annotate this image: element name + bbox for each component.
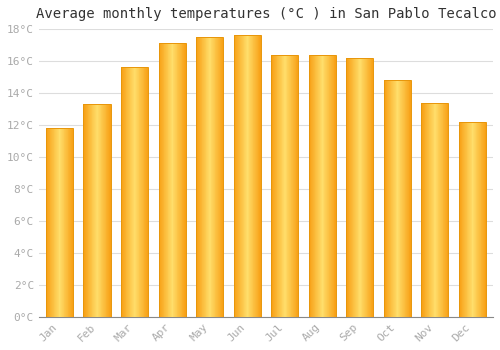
Bar bbox=[46, 128, 73, 317]
Bar bbox=[384, 80, 411, 317]
Bar bbox=[422, 103, 448, 317]
Bar bbox=[459, 122, 486, 317]
Bar bbox=[84, 104, 110, 317]
Bar bbox=[271, 55, 298, 317]
Bar bbox=[158, 43, 186, 317]
Title: Average monthly temperatures (°C ) in San Pablo Tecalco: Average monthly temperatures (°C ) in Sa… bbox=[36, 7, 496, 21]
Bar bbox=[121, 68, 148, 317]
Bar bbox=[346, 58, 374, 317]
Bar bbox=[308, 55, 336, 317]
Bar bbox=[196, 37, 223, 317]
Bar bbox=[234, 35, 260, 317]
